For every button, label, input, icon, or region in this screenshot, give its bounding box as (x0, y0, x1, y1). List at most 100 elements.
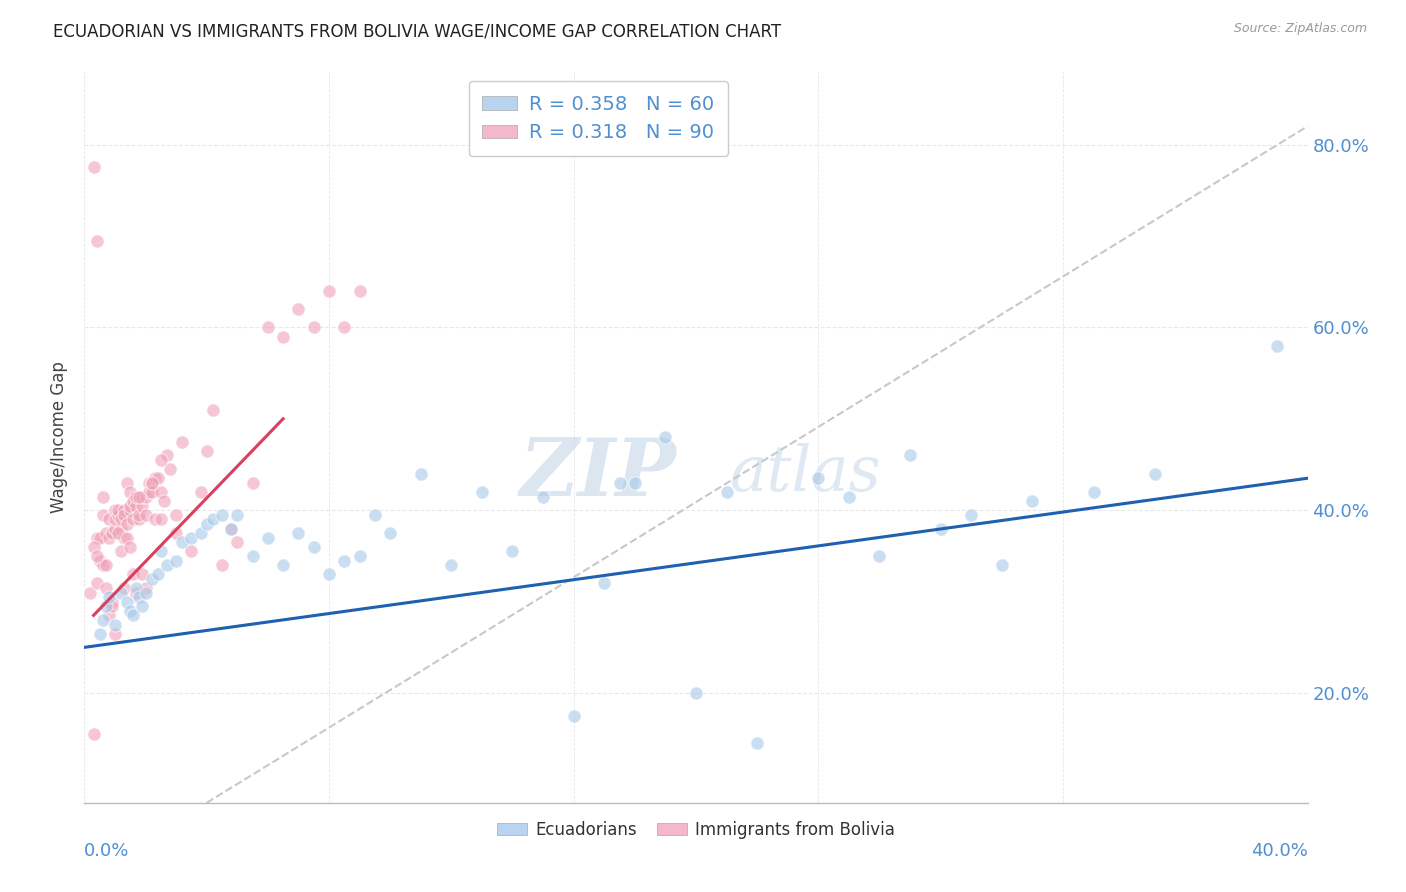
Point (86, 234, 108, 248)
Point (91, 490, 114, 504)
Point (1143, 467, 1166, 481)
Point (747, 736, 769, 750)
Point (211, 558, 233, 573)
Point (94, 599, 117, 614)
Point (89, 553, 111, 567)
Point (131, 567, 153, 582)
Point (104, 512, 127, 526)
Point (143, 471, 166, 485)
Point (156, 448, 179, 462)
Point (112, 508, 135, 522)
Point (110, 544, 132, 558)
Point (91, 558, 114, 573)
Point (180, 544, 202, 558)
Point (86, 531, 108, 545)
Point (1021, 494, 1043, 508)
Point (219, 521, 242, 535)
Point (333, 553, 356, 567)
Point (112, 581, 135, 595)
Point (138, 485, 160, 500)
Point (125, 490, 148, 504)
Point (125, 499, 148, 513)
Point (94, 581, 117, 595)
Point (302, 540, 325, 554)
Point (115, 516, 138, 531)
Point (929, 521, 952, 535)
Point (135, 585, 157, 599)
Point (172, 535, 194, 549)
Point (112, 503, 135, 517)
Point (141, 485, 163, 500)
Point (180, 531, 202, 545)
Text: atlas: atlas (730, 442, 882, 505)
Point (101, 526, 124, 541)
Point (146, 471, 169, 485)
Point (257, 320, 280, 334)
Point (104, 503, 127, 517)
Point (172, 434, 194, 449)
Point (195, 443, 218, 458)
Point (271, 329, 294, 343)
Point (440, 558, 463, 573)
Point (91, 508, 114, 522)
Point (302, 320, 325, 334)
Point (83, 727, 105, 741)
Point (83, 161, 105, 175)
Point (654, 430, 676, 444)
Point (128, 512, 150, 526)
Point (1083, 485, 1105, 500)
Point (135, 490, 157, 504)
Point (128, 508, 150, 522)
Point (97, 590, 120, 604)
Point (271, 558, 294, 573)
Point (104, 626, 127, 640)
Text: ZIP: ZIP (520, 435, 676, 512)
Point (153, 494, 176, 508)
Point (502, 544, 524, 558)
Point (287, 302, 309, 317)
Point (226, 508, 249, 522)
Point (242, 549, 264, 563)
Point (122, 512, 145, 526)
Y-axis label: Wage/Income Gap: Wage/Income Gap (51, 361, 69, 513)
Point (115, 531, 138, 545)
Point (128, 590, 150, 604)
Point (838, 490, 860, 504)
Point (122, 494, 145, 508)
Point (226, 535, 249, 549)
Point (89, 626, 111, 640)
Point (609, 475, 631, 490)
Point (898, 448, 921, 462)
Point (97, 608, 120, 623)
Point (333, 320, 356, 334)
Point (131, 490, 153, 504)
Legend: Ecuadorians, Immigrants from Bolivia: Ecuadorians, Immigrants from Bolivia (491, 814, 901, 846)
Point (79, 585, 101, 599)
Point (125, 585, 148, 599)
Point (624, 475, 647, 490)
Point (135, 581, 157, 595)
Point (125, 581, 148, 595)
Point (195, 516, 218, 531)
Point (131, 499, 153, 513)
Point (1265, 339, 1288, 353)
Point (991, 558, 1014, 573)
Point (242, 475, 264, 490)
Point (120, 604, 142, 618)
Point (94, 526, 117, 541)
Point (287, 526, 309, 541)
Point (104, 521, 127, 535)
Point (115, 475, 138, 490)
Point (685, 686, 707, 700)
Text: Source: ZipAtlas.com: Source: ZipAtlas.com (1233, 22, 1367, 36)
Point (364, 508, 387, 522)
Point (869, 549, 891, 563)
Point (349, 549, 371, 563)
Point (115, 594, 138, 608)
Point (201, 402, 224, 417)
Point (135, 508, 157, 522)
Point (149, 485, 172, 500)
Point (122, 567, 145, 582)
Point (146, 567, 169, 582)
Point (138, 475, 160, 490)
